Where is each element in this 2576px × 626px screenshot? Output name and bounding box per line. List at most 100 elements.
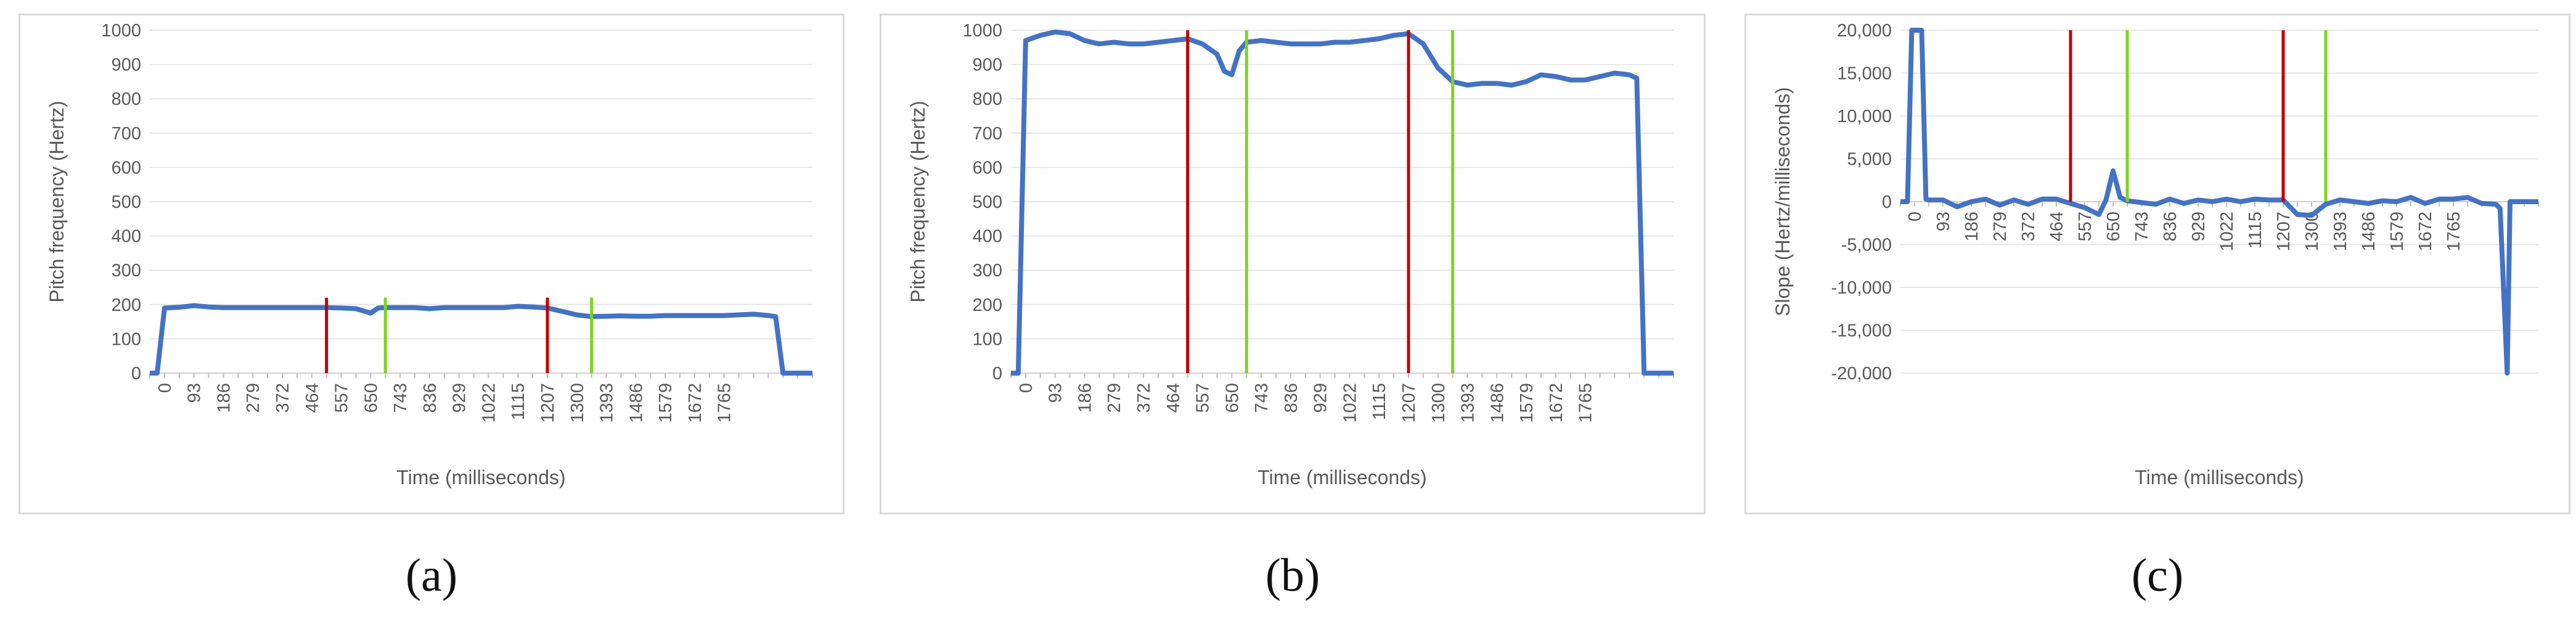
y-tick-label: 400 — [973, 227, 1002, 247]
y-tick-label: 100 — [112, 329, 141, 349]
x-tick-label: 1486 — [626, 383, 646, 423]
x-tick-label: 0 — [1016, 383, 1036, 393]
chart-panel-a: 0 100 200 300 400 500 600 700 800 900 1000 0 93 186 27… — [18, 14, 844, 514]
y-tick-label: 5,000 — [1847, 150, 1892, 170]
x-tick-label: 279 — [243, 383, 263, 413]
y-tick-label: 700 — [112, 124, 141, 144]
x-tick-label: 1486 — [2359, 212, 2379, 252]
y-tick-label: -10,000 — [1831, 278, 1892, 298]
x-tick-label: 1579 — [2387, 212, 2407, 252]
y-tick-label: 400 — [112, 227, 141, 247]
series-line — [150, 303, 812, 376]
x-tick-label: 929 — [450, 383, 470, 413]
x-tick-label: 650 — [361, 383, 381, 413]
y-tick-label: 20,000 — [1837, 21, 1892, 41]
line-chart-a: 0 100 200 300 400 500 600 700 800 900 1000 0 93 186 27… — [46, 21, 813, 488]
x-tick-label: 186 — [1075, 383, 1095, 413]
x-tick-label: 836 — [2161, 212, 2180, 241]
x-tick-label: 372 — [273, 383, 293, 413]
caption-b: (b) — [1265, 550, 1320, 601]
x-tick-label: 1207 — [1399, 383, 1419, 423]
chart-panel-c: -20,000 -15,000 -10,000 -5,000 0 5,000 10,000 1… — [1744, 14, 2570, 514]
y-tick-label: 900 — [112, 56, 141, 75]
x-axis-title: Time (milliseconds) — [1257, 466, 1426, 488]
y-tick-label: 0 — [1882, 192, 1892, 212]
y-tick-label: 300 — [112, 261, 141, 281]
x-tick-label: 1022 — [1340, 383, 1360, 423]
x-axis-title: Time (milliseconds) — [2135, 466, 2304, 488]
y-tick-label: 900 — [973, 56, 1002, 75]
y-axis-title: Slope (Hertz/milliseconds) — [1772, 87, 1794, 316]
x-tick-label: 186 — [1962, 212, 1982, 241]
x-tick-label: 1672 — [2416, 212, 2435, 252]
x-tick-label: 1765 — [1576, 383, 1596, 423]
x-tick-label: 1579 — [1517, 383, 1537, 423]
y-tick-label: 1000 — [962, 21, 1002, 41]
x-axis-title: Time (milliseconds) — [396, 466, 565, 488]
y-tick-label: 700 — [973, 124, 1002, 144]
y-tick-label: -5,000 — [1841, 236, 1892, 255]
x-tick-label: 93 — [1046, 383, 1066, 403]
x-tick-label: 1022 — [479, 383, 499, 423]
y-tick-label: 800 — [973, 89, 1002, 109]
y-tick-label: 0 — [992, 364, 1002, 384]
x-tick-label: 1115 — [2246, 212, 2265, 249]
y-tick-label: -15,000 — [1831, 321, 1892, 341]
y-tick-label: -20,000 — [1831, 364, 1892, 384]
x-tick-label: 1393 — [1458, 383, 1478, 423]
x-tick-label: 1207 — [538, 383, 558, 423]
y-tick-label: 200 — [112, 295, 141, 315]
x-tick-label: 1672 — [1547, 383, 1566, 423]
x-tick-label: 0 — [155, 383, 175, 393]
x-tick-label: 0 — [1905, 212, 1925, 221]
x-tick-label: 1765 — [715, 383, 735, 423]
x-tick-label: 1207 — [2274, 212, 2294, 252]
x-tick-label: 557 — [332, 383, 352, 413]
x-tick-label: 1115 — [1370, 383, 1389, 420]
series-line — [1900, 28, 2538, 376]
x-tick-label: 93 — [1934, 212, 1953, 231]
x-tick-label: 1300 — [2302, 212, 2322, 252]
x-tick-label: 650 — [1222, 383, 1242, 413]
x-tick-label: 186 — [214, 383, 234, 413]
y-tick-label: 15,000 — [1837, 64, 1892, 84]
x-tick-label: 557 — [1193, 383, 1213, 413]
x-tick-label: 743 — [2132, 212, 2152, 241]
x-tick-label: 1022 — [2217, 212, 2237, 252]
y-tick-label: 300 — [973, 261, 1002, 281]
line-chart-c: -20,000 -15,000 -10,000 -5,000 0 5,000 10,000 1… — [1772, 21, 2539, 488]
x-tick-label: 464 — [303, 383, 322, 413]
x-tick-label: 1393 — [2331, 212, 2350, 252]
y-tick-label: 500 — [112, 192, 141, 212]
x-tick-label: 93 — [185, 383, 205, 403]
caption-a: (a) — [405, 550, 458, 601]
x-tick-label: 743 — [391, 383, 411, 413]
y-tick-label: 500 — [973, 192, 1002, 212]
x-tick-label: 557 — [2075, 212, 2095, 241]
y-tick-label: 100 — [973, 329, 1002, 349]
x-tick-label: 743 — [1252, 383, 1272, 413]
chart-panel-b: 0 100 200 300 400 500 600 700 800 900 1000 0 93 186 27… — [880, 14, 1706, 514]
line-chart-b: 0 100 200 300 400 500 600 700 800 900 1000 0 93 186 27… — [907, 21, 1674, 488]
x-tick-label: 372 — [1134, 383, 1154, 413]
x-tick-label: 1765 — [2444, 212, 2464, 252]
x-tick-label: 929 — [2189, 212, 2209, 241]
x-tick-label: 1300 — [1429, 383, 1449, 423]
y-tick-label: 200 — [973, 295, 1002, 315]
y-tick-label: 10,000 — [1837, 107, 1892, 126]
y-axis-title: Pitch frequency (Hertz) — [46, 101, 68, 302]
x-tick-label: 1300 — [568, 383, 587, 423]
x-tick-label: 464 — [1164, 383, 1184, 413]
y-tick-label: 1000 — [101, 21, 141, 41]
x-tick-label: 1672 — [685, 383, 705, 423]
x-tick-label: 929 — [1311, 383, 1331, 413]
x-tick-label: 1486 — [1487, 383, 1507, 423]
y-tick-label: 600 — [112, 158, 141, 178]
x-tick-label: 1393 — [597, 383, 617, 423]
y-tick-label: 0 — [131, 364, 141, 384]
x-tick-label: 836 — [1282, 383, 1301, 413]
y-tick-label: 600 — [973, 158, 1002, 178]
x-tick-label: 1115 — [509, 383, 528, 420]
series-line — [1011, 29, 1674, 376]
x-tick-label: 1579 — [656, 383, 676, 423]
